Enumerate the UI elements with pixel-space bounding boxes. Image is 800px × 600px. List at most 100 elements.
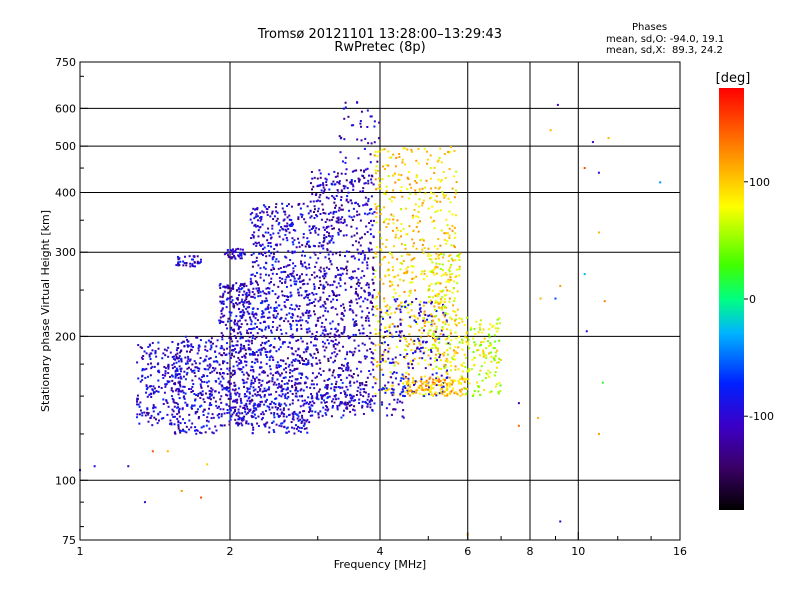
data-point — [306, 342, 309, 345]
data-point — [210, 337, 213, 340]
data-point — [434, 330, 437, 333]
data-point — [429, 329, 432, 332]
data-point — [362, 327, 365, 330]
data-point — [230, 301, 233, 304]
data-point — [377, 137, 380, 140]
data-point — [183, 344, 186, 347]
data-point — [360, 110, 363, 113]
data-point — [283, 320, 286, 323]
data-point — [306, 328, 309, 331]
data-point — [235, 412, 238, 415]
data-point — [354, 290, 357, 293]
data-point — [410, 259, 413, 262]
data-point — [286, 296, 289, 299]
data-point — [400, 186, 403, 189]
data-point — [285, 431, 288, 434]
data-point — [189, 265, 192, 268]
data-point — [199, 396, 202, 399]
data-point — [377, 187, 380, 190]
data-point — [401, 161, 404, 164]
data-point — [208, 366, 211, 369]
data-point — [342, 234, 345, 237]
data-point — [262, 211, 265, 214]
data-point — [601, 381, 604, 384]
data-point — [478, 354, 481, 357]
data-point — [418, 339, 421, 342]
data-point — [455, 314, 458, 317]
data-point — [392, 408, 395, 411]
data-point — [344, 255, 347, 258]
data-point — [331, 235, 334, 238]
data-point — [289, 368, 292, 371]
data-point — [139, 401, 142, 404]
data-point — [322, 287, 325, 290]
data-point — [392, 391, 395, 394]
data-point — [209, 398, 212, 401]
data-point — [255, 394, 258, 397]
data-point — [431, 205, 434, 208]
data-point — [325, 401, 328, 404]
data-point — [394, 311, 397, 314]
data-point — [150, 352, 153, 355]
data-point — [319, 367, 322, 370]
data-point — [333, 280, 336, 283]
data-point — [432, 368, 435, 371]
data-point — [263, 423, 266, 426]
data-point — [447, 260, 450, 263]
data-point — [403, 385, 406, 388]
data-point — [458, 265, 461, 268]
data-point — [444, 365, 447, 368]
data-point — [235, 282, 238, 285]
data-point — [333, 170, 336, 173]
data-point — [384, 311, 387, 314]
data-point — [146, 375, 149, 378]
data-point — [384, 384, 387, 387]
data-point — [232, 411, 235, 414]
data-point — [397, 173, 400, 176]
data-point — [243, 290, 246, 293]
data-point — [468, 370, 471, 373]
data-point — [450, 257, 453, 260]
data-point — [436, 266, 439, 269]
data-point — [242, 284, 245, 287]
data-point — [307, 314, 310, 317]
data-point — [170, 423, 173, 426]
data-point — [323, 333, 326, 336]
data-point — [366, 335, 369, 338]
data-point — [443, 294, 446, 297]
data-point — [203, 408, 206, 411]
data-point — [268, 344, 271, 347]
data-point — [261, 301, 264, 304]
data-point — [450, 390, 453, 393]
data-point — [348, 374, 351, 377]
data-point — [388, 324, 391, 327]
data-point — [487, 340, 490, 343]
data-point — [292, 413, 295, 416]
data-point — [245, 371, 248, 374]
data-point — [231, 287, 234, 290]
data-point — [234, 257, 237, 260]
data-point — [441, 190, 444, 193]
data-point — [374, 169, 377, 172]
data-point — [439, 180, 442, 183]
data-point — [157, 412, 160, 415]
data-point — [346, 363, 349, 366]
data-point — [296, 382, 299, 385]
data-point — [210, 387, 213, 390]
data-point — [304, 290, 307, 293]
data-point — [373, 125, 376, 128]
data-point — [390, 333, 393, 336]
data-point — [269, 237, 272, 240]
data-point — [403, 356, 406, 359]
data-point — [305, 328, 308, 331]
data-point — [427, 332, 430, 335]
data-point — [380, 311, 383, 314]
data-point — [287, 250, 290, 253]
data-point — [241, 293, 244, 296]
data-point — [341, 208, 344, 211]
data-point — [251, 432, 254, 435]
data-point — [345, 267, 348, 270]
data-point — [253, 409, 256, 412]
data-point — [264, 400, 267, 403]
data-point — [157, 362, 160, 365]
